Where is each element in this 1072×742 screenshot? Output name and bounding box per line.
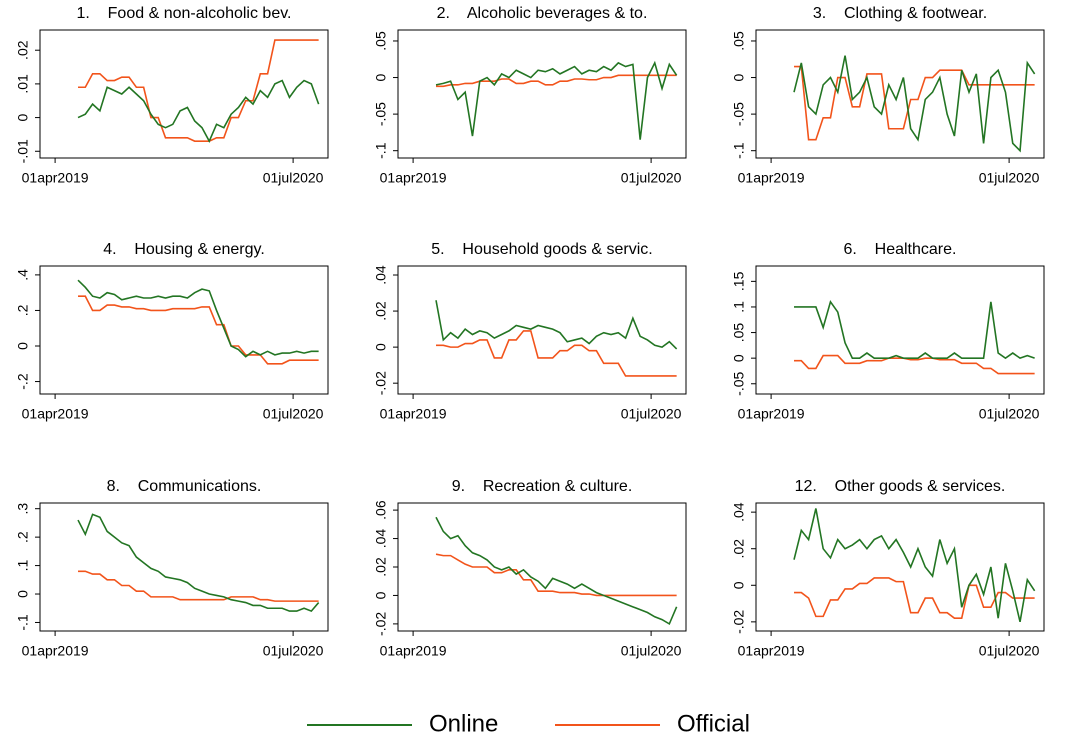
x-tick-label: 01apr2019: [22, 643, 89, 659]
y-tick-label: -.02: [373, 612, 389, 636]
x-tick-label: 01jul2020: [621, 406, 682, 422]
series-line: [793, 508, 1036, 623]
y-tick-label: .3: [15, 503, 31, 515]
x-tick-label: 01apr2019: [22, 406, 89, 422]
x-tick-label: 01jul2020: [263, 406, 324, 422]
y-tick-label: -.05: [731, 102, 747, 126]
y-tick-label: .1: [731, 301, 747, 313]
chart-title: 1. Food & non-alcoholic bev.: [77, 5, 292, 22]
x-tick-label: 01jul2020: [979, 406, 1040, 422]
series-line: [78, 295, 319, 365]
y-tick-label: 0: [373, 73, 389, 81]
x-tick-label: 01jul2020: [621, 170, 682, 186]
y-tick-label: 0: [731, 354, 747, 362]
y-tick-label: .15: [731, 271, 747, 291]
x-tick-label: 01apr2019: [738, 643, 805, 659]
y-tick-label: -.2: [15, 373, 31, 390]
x-tick-label: 01apr2019: [738, 406, 805, 422]
series-line: [794, 65, 1035, 141]
y-tick-label: .2: [15, 304, 31, 316]
chart-title: 4. Housing & energy.: [103, 241, 265, 258]
y-tick-label: .02: [731, 539, 747, 559]
y-tick-label: -.02: [731, 610, 747, 634]
plot-frame: [397, 265, 687, 395]
series-line: [77, 279, 319, 358]
y-tick-label: .04: [373, 529, 389, 549]
y-tick-label: .1: [15, 560, 31, 572]
x-tick-label: 01jul2020: [621, 643, 682, 659]
chart-title: 2. Alcoholic beverages & to.: [437, 5, 648, 22]
y-tick-label: .4: [15, 269, 31, 281]
chart-title: 5. Household goods & servic.: [431, 241, 652, 258]
y-tick-label: .04: [373, 265, 389, 285]
y-tick-label: -.1: [373, 142, 389, 159]
y-tick-label: 0: [373, 343, 389, 351]
series-line: [435, 300, 678, 350]
chart-title: 6. Healthcare.: [844, 241, 957, 258]
plot-frame: [397, 502, 687, 632]
plot-frame: [39, 502, 329, 632]
series-line: [78, 570, 319, 602]
y-tick-label: -.1: [15, 614, 31, 631]
plot-frame: [755, 265, 1045, 395]
y-tick-label: .2: [15, 531, 31, 543]
y-tick-label: 0: [15, 342, 31, 350]
plot-frame: [755, 29, 1045, 159]
y-tick-label: -.02: [373, 371, 389, 395]
y-tick-label: .02: [15, 40, 31, 60]
y-tick-label: .04: [731, 502, 747, 522]
series-line: [436, 74, 677, 88]
series-line: [77, 513, 320, 613]
y-tick-label: 0: [731, 581, 747, 589]
y-tick-label: .05: [731, 31, 747, 51]
y-tick-label: .06: [373, 500, 389, 520]
chart-title: 3. Clothing & footwear.: [813, 5, 987, 22]
series-line: [793, 55, 1036, 153]
series-line: [794, 577, 1035, 619]
legend-label: Online: [429, 710, 498, 737]
chart-title: 8. Communications.: [107, 478, 262, 495]
series-line: [78, 39, 319, 142]
series-line: [436, 330, 677, 377]
x-tick-label: 01jul2020: [263, 643, 324, 659]
y-tick-label: 0: [373, 591, 389, 599]
plot-frame: [755, 502, 1045, 632]
y-tick-label: .05: [731, 323, 747, 343]
legend-label: Official: [677, 710, 750, 737]
plot-frame: [397, 29, 687, 159]
x-tick-label: 01jul2020: [979, 643, 1040, 659]
y-tick-label: 0: [731, 73, 747, 81]
series-line: [77, 79, 320, 143]
plot-frame: [39, 265, 329, 395]
y-tick-label: -.05: [373, 102, 389, 126]
x-tick-label: 01apr2019: [380, 170, 447, 186]
chart-title: 9. Recreation & culture.: [452, 478, 633, 495]
series-line: [435, 60, 678, 140]
series-line: [435, 516, 678, 626]
y-tick-label: .02: [373, 301, 389, 321]
plot-frame: [39, 29, 329, 159]
y-tick-label: .01: [15, 74, 31, 94]
y-tick-label: 0: [15, 113, 31, 121]
x-tick-label: 01apr2019: [738, 170, 805, 186]
series-line: [794, 354, 1035, 375]
x-tick-label: 01jul2020: [979, 170, 1040, 186]
y-tick-label: .02: [373, 557, 389, 577]
x-tick-label: 01apr2019: [22, 170, 89, 186]
y-tick-label: .05: [373, 31, 389, 51]
y-tick-label: -.1: [731, 142, 747, 159]
x-tick-label: 01apr2019: [380, 643, 447, 659]
y-tick-label: -.01: [15, 139, 31, 163]
x-tick-label: 01jul2020: [263, 170, 324, 186]
chart-title: 12. Other goods & services.: [795, 478, 1006, 495]
series-line: [794, 300, 1035, 360]
y-tick-label: 0: [15, 590, 31, 598]
series-line: [435, 553, 677, 597]
y-tick-label: -.05: [731, 371, 747, 395]
x-tick-label: 01apr2019: [380, 406, 447, 422]
